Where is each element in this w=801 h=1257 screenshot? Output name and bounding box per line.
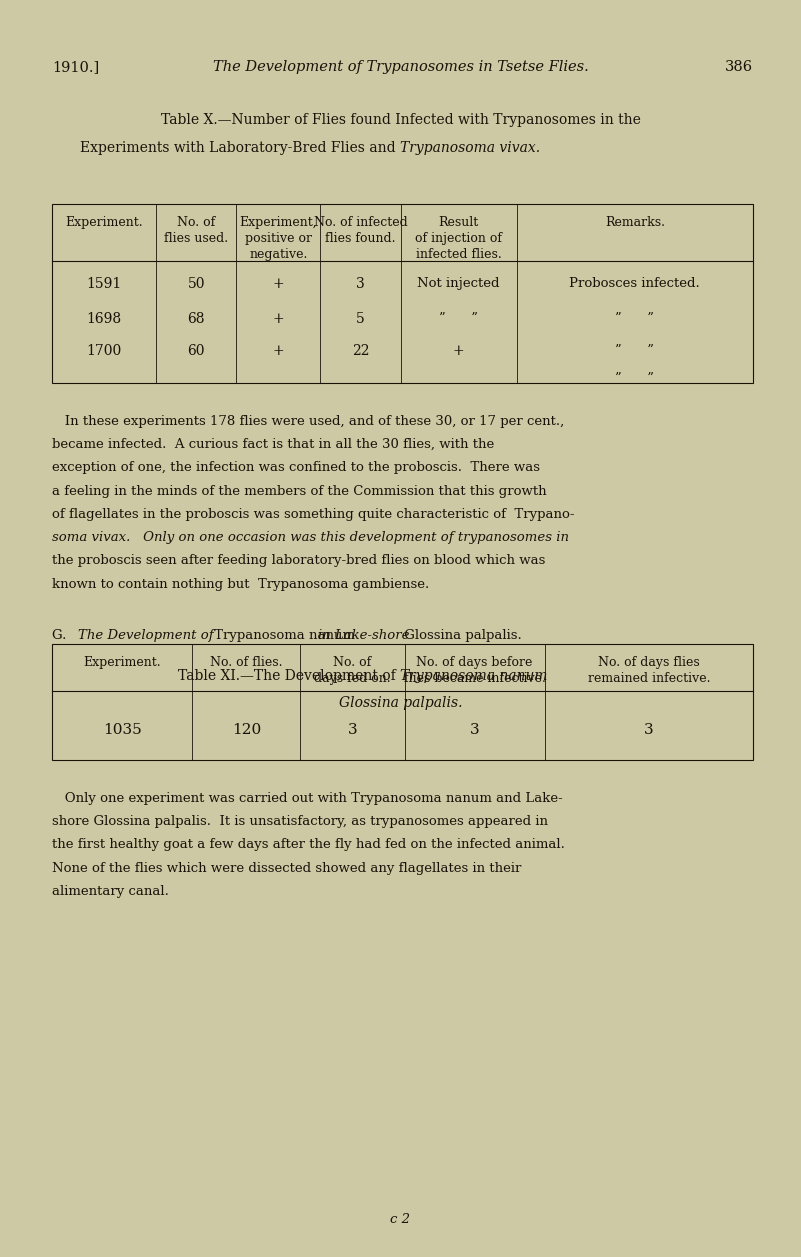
Text: 50: 50 [187,277,205,290]
Text: ”      ”: ” ” [615,344,654,357]
Text: 3: 3 [348,723,357,737]
Text: alimentary canal.: alimentary canal. [52,885,169,897]
Text: 1035: 1035 [103,723,142,737]
Text: a feeling in the minds of the members of the Commission that this growth: a feeling in the minds of the members of… [52,485,547,498]
Text: The Development of Trypanosomes in Tsetse Flies.: The Development of Trypanosomes in Tsets… [212,60,589,74]
Text: ”      ”: ” ” [439,312,478,324]
Text: G.: G. [52,628,75,641]
Text: +: + [453,344,465,358]
Text: the proboscis seen after feeding laboratory-bred flies on blood which was: the proboscis seen after feeding laborat… [52,554,545,567]
Text: 386: 386 [725,60,753,74]
Text: No. of
flies used.: No. of flies used. [164,216,228,245]
Text: ”      ”: ” ” [615,372,654,385]
Text: Table XI.—The Development of: Table XI.—The Development of [179,669,400,683]
Text: No. of days flies
remained infective.: No. of days flies remained infective. [588,656,710,685]
Text: Trypanosoma nanum: Trypanosoma nanum [400,669,548,683]
Bar [52,204,753,383]
Text: c 2: c 2 [391,1213,410,1226]
Text: of flagellates in the proboscis was something quite characteristic of  Trypano-: of flagellates in the proboscis was some… [52,508,574,520]
Text: Experiment.: Experiment. [66,216,143,229]
Text: Probosces infected.: Probosces infected. [570,277,700,289]
Text: ”      ”: ” ” [615,312,654,324]
Text: Experiment.: Experiment. [83,656,161,669]
Text: 68: 68 [187,312,205,326]
Text: Not injected: Not injected [417,277,500,289]
Text: 3: 3 [356,277,364,290]
Text: 5: 5 [356,312,364,326]
Text: The Development of: The Development of [78,628,213,641]
Text: +: + [272,344,284,358]
Text: 120: 120 [231,723,261,737]
Text: 1700: 1700 [87,344,122,358]
Text: Only one experiment was carried out with Trypanosoma nanum and Lake-: Only one experiment was carried out with… [52,792,563,804]
Text: 1910.]: 1910.] [52,60,99,74]
Text: No. of flies.: No. of flies. [210,656,283,669]
Text: exception of one, the infection was confined to the proboscis.  There was: exception of one, the infection was conf… [52,461,540,474]
Text: No. of days before
flies became infective.: No. of days before flies became infectiv… [404,656,545,685]
Text: No. of infected
flies found.: No. of infected flies found. [313,216,408,245]
Text: Result
of injection of
infected flies.: Result of injection of infected flies. [415,216,502,261]
Text: Experiment,
positive or
negative.: Experiment, positive or negative. [239,216,317,261]
Text: Experiments with Laboratory-Bred Flies and: Experiments with Laboratory-Bred Flies a… [80,141,401,155]
Text: known to contain nothing but  Trypanosoma gambiense.: known to contain nothing but Trypanosoma… [52,578,429,591]
Text: In these experiments 178 flies were used, and of these 30, or 17 per cent.,: In these experiments 178 flies were used… [52,415,565,427]
Text: in Lake-shore: in Lake-shore [318,628,409,641]
Text: +: + [272,277,284,290]
Text: 3: 3 [644,723,654,737]
Text: 1698: 1698 [87,312,122,326]
Text: 3: 3 [469,723,480,737]
Text: None of the flies which were dissected showed any flagellates in their: None of the flies which were dissected s… [52,862,521,875]
Text: 60: 60 [187,344,205,358]
Text: Glossina palpalis.: Glossina palpalis. [400,628,522,641]
Text: Table X.—Number of Flies found Infected with Trypanosomes in the: Table X.—Number of Flies found Infected … [160,113,641,127]
Text: No. of
days fed on.: No. of days fed on. [314,656,391,685]
Bar [52,644,753,760]
Text: soma vivax.   Only on one occasion was this development of trypanosomes in: soma vivax. Only on one occasion was thi… [52,532,569,544]
Text: 1591: 1591 [87,277,122,290]
Text: +: + [272,312,284,326]
Text: shore Glossina palpalis.  It is unsatisfactory, as trypanosomes appeared in: shore Glossina palpalis. It is unsatisfa… [52,816,548,828]
Text: Remarks.: Remarks. [605,216,665,229]
Text: Trypanosoma nanum: Trypanosoma nanum [210,628,359,641]
Text: the first healthy goat a few days after the fly had fed on the infected animal.: the first healthy goat a few days after … [52,838,565,851]
Text: Glossina palpalis.: Glossina palpalis. [339,696,462,710]
Text: 22: 22 [352,344,369,358]
Text: became infected.  A curious fact is that in all the 30 flies, with the: became infected. A curious fact is that … [52,439,494,451]
Text: Trypanosoma vivax.: Trypanosoma vivax. [400,141,541,155]
